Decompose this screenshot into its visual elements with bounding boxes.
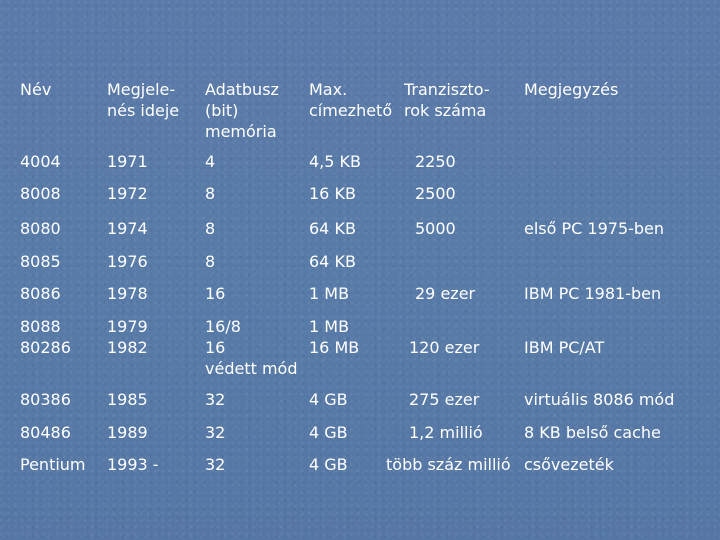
header-max-line2: címezhető [309, 101, 393, 120]
row-8088-ev: 1979 [107, 317, 148, 336]
row-80386-tranz: 275 ezer [409, 390, 480, 409]
row-8086-busz: 16 [205, 284, 226, 303]
row-80286-megj: IBM PC/AT [524, 338, 605, 357]
header-tranzisztor-line1: Tranziszto- [404, 80, 490, 99]
row-80386-mem: 4 GB [309, 390, 348, 409]
row-8080-megj: első PC 1975-ben [524, 219, 665, 238]
row-8085-busz: 8 [205, 252, 216, 271]
row-pentium-tranz: több száz millió [386, 455, 511, 474]
row-8086-nev: 8086 [20, 284, 61, 303]
row-8088-mem: 1 MB [309, 317, 350, 336]
row-8085-nev: 8085 [20, 252, 61, 271]
row-8080-ev: 1974 [107, 219, 148, 238]
header-nev: Név [20, 80, 52, 99]
header-max-line1: Max. [309, 80, 348, 99]
row-8008-ev: 1972 [107, 184, 148, 203]
row-8008-tranz: 2500 [415, 184, 456, 203]
header-tranzisztor-line2: rok száma [404, 101, 487, 120]
row-8080-mem: 64 KB [309, 219, 356, 238]
row-80486-busz: 32 [205, 423, 226, 442]
row-8088-busz: 16/8 [205, 317, 241, 336]
row-pentium-ev: 1993 - [107, 455, 159, 474]
row-80386-ev: 1985 [107, 390, 148, 409]
row-8085-mem: 64 KB [309, 252, 356, 271]
row-80486-megj: 8 KB belső cache [524, 423, 661, 442]
row-80286-mem: 16 MB [309, 338, 360, 357]
row-8080-busz: 8 [205, 219, 216, 238]
row-80486-mem: 4 GB [309, 423, 348, 442]
row-80386-megj: virtuális 8086 mód [524, 390, 675, 409]
row-80286-nev: 80286 [20, 338, 71, 357]
row-8086-mem: 1 MB [309, 284, 350, 303]
row-80486-nev: 80486 [20, 423, 71, 442]
row-8008-busz: 8 [205, 184, 216, 203]
row-4004-tranz: 2250 [415, 152, 456, 171]
row-8086-tranz: 29 ezer [415, 284, 476, 303]
row-8086-megj: IBM PC 1981-ben [524, 284, 662, 303]
row-4004-busz: 4 [205, 152, 216, 171]
row-4004-nev: 4004 [20, 152, 61, 171]
row-8008-nev: 8008 [20, 184, 61, 203]
row-8088-nev: 8088 [20, 317, 61, 336]
row-8008-mem: 16 KB [309, 184, 356, 203]
row-pentium-mem: 4 GB [309, 455, 348, 474]
row-80386-busz: 32 [205, 390, 226, 409]
row-80486-ev: 1989 [107, 423, 148, 442]
header-megjelenes-line1: Megjele- [107, 80, 176, 99]
row-80286-vedett-mod: védett mód [205, 359, 298, 378]
row-80386-nev: 80386 [20, 390, 71, 409]
row-4004-ev: 1971 [107, 152, 148, 171]
row-pentium-busz: 32 [205, 455, 226, 474]
header-adatbusz-line3: memória [205, 122, 277, 141]
row-80286-busz: 16 [205, 338, 226, 357]
header-adatbusz-line1: Adatbusz [205, 80, 279, 99]
row-8085-ev: 1976 [107, 252, 148, 271]
row-pentium-megj: csővezeték [524, 455, 614, 474]
row-4004-mem: 4,5 KB [309, 152, 361, 171]
row-8080-nev: 8080 [20, 219, 61, 238]
header-megjelenes-line2: nés ideje [107, 101, 180, 120]
row-80486-tranz: 1,2 millió [409, 423, 483, 442]
row-80286-ev: 1982 [107, 338, 148, 357]
row-8086-ev: 1978 [107, 284, 148, 303]
row-80286-tranz: 120 ezer [409, 338, 480, 357]
row-8080-tranz: 5000 [415, 219, 456, 238]
row-pentium-nev: Pentium [20, 455, 86, 474]
header-adatbusz-line2: (bit) [205, 101, 239, 120]
header-megjegyzes: Megjegyzés [524, 80, 619, 99]
